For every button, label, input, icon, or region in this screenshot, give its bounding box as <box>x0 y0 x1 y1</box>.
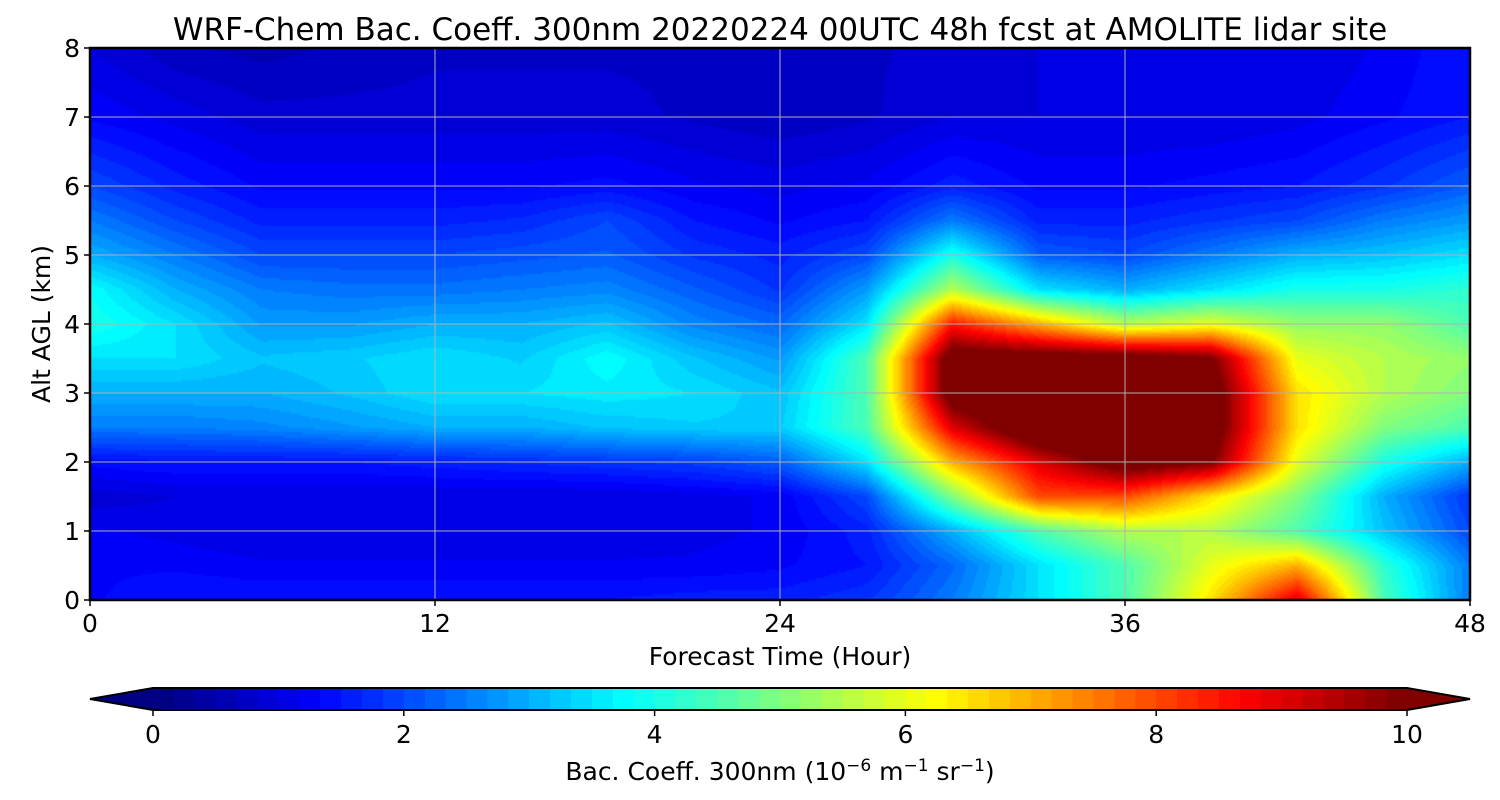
plot-area <box>88 46 1472 602</box>
y-axis: 0 1 2 3 4 5 6 7 8 <box>64 34 90 615</box>
colorbar-segment <box>299 688 321 710</box>
colorbar-segment <box>1093 688 1115 710</box>
colorbar-tick-label: 0 <box>145 720 161 749</box>
colorbar-segment <box>989 688 1011 710</box>
colorbar-segment <box>612 688 635 710</box>
colorbar-segment <box>508 688 530 710</box>
colorbar-segment <box>236 688 259 710</box>
y-tick-label: 8 <box>64 34 80 63</box>
colorbar-segment <box>382 688 405 710</box>
colorbar-tick-label: 4 <box>647 720 663 749</box>
gridlines <box>90 48 1470 600</box>
x-tick-label: 24 <box>764 609 796 638</box>
colorbar-segment <box>1030 688 1053 710</box>
y-tick-label: 7 <box>64 103 80 132</box>
colorbar-tick-label: 10 <box>1391 720 1423 749</box>
colorbar-extend-min <box>90 688 153 710</box>
colorbar-segment <box>487 688 509 710</box>
x-tick-label: 36 <box>1109 609 1141 638</box>
x-axis: 0 12 24 36 48 <box>82 600 1486 638</box>
colorbar-segment <box>905 688 927 710</box>
colorbar-segment <box>800 688 823 710</box>
colorbar-segment <box>424 688 447 710</box>
x-tick-label: 48 <box>1454 609 1486 638</box>
colorbar-segment <box>1281 688 1304 710</box>
colorbar-segment <box>926 688 948 710</box>
colorbar-segment <box>215 688 238 710</box>
colorbar-segment <box>1051 688 1074 710</box>
colorbar-segment <box>696 688 718 710</box>
colorbar-tick-label: 8 <box>1148 720 1164 749</box>
colorbar-segment <box>968 688 990 710</box>
y-axis-label: Alt AGL (km) <box>27 245 56 403</box>
colorbar-segment <box>591 688 614 710</box>
colorbar-segment <box>1072 688 1095 710</box>
colorbar: 0 2 4 6 8 10 Bac. Coeff. 300nm (10−6 m−1 sr−1… <box>89 687 1471 786</box>
colorbar-segment <box>278 688 300 710</box>
colorbar-tick-label: 6 <box>897 720 913 749</box>
colorbar-segment <box>257 688 279 710</box>
x-tick-label: 12 <box>419 609 451 638</box>
colorbar-segment <box>1323 688 1345 710</box>
colorbar-segment <box>1365 688 1387 710</box>
colorbar-segment <box>1239 688 1262 710</box>
colorbar-segment <box>633 688 656 710</box>
colorbar-segment <box>529 688 551 710</box>
colorbar-segment <box>1344 688 1366 710</box>
colorbar-segment <box>947 688 969 710</box>
colorbar-segment <box>571 688 593 710</box>
colorbar-segment <box>1386 688 1408 710</box>
colorbar-segment <box>675 688 697 710</box>
y-tick-label: 1 <box>64 517 80 546</box>
colorbar-segment <box>1302 688 1324 710</box>
colorbar-segment <box>842 688 865 710</box>
colorbar-segment <box>654 688 677 710</box>
colorbar-segment <box>1156 688 1178 710</box>
y-tick-label: 0 <box>64 586 80 615</box>
colorbar-segment <box>1135 688 1157 710</box>
colorbar-segment <box>1198 688 1220 710</box>
colorbar-segment <box>1177 688 1199 710</box>
colorbar-segment <box>153 688 175 710</box>
colorbar-segment <box>863 688 886 710</box>
colorbar-segment <box>759 688 781 710</box>
chart-title: WRF-Chem Bac. Coeff. 300nm 20220224 00UT… <box>173 12 1387 48</box>
colorbar-segment <box>884 688 906 710</box>
colorbar-segments <box>153 688 1408 710</box>
colorbar-ticks: 0 2 4 6 8 10 <box>145 710 1423 749</box>
colorbar-segment <box>320 688 342 710</box>
y-tick-label: 5 <box>64 241 80 270</box>
colorbar-segment <box>550 688 572 710</box>
x-tick-label: 0 <box>82 609 98 638</box>
colorbar-label: Bac. Coeff. 300nm (10−6 m−1 sr−1) <box>565 756 994 786</box>
colorbar-segment <box>1260 688 1283 710</box>
colorbar-segment <box>445 688 468 710</box>
colorbar-segment <box>780 688 802 710</box>
colorbar-segment <box>341 688 363 710</box>
colorbar-segment <box>466 688 488 710</box>
colorbar-segment <box>1114 688 1136 710</box>
y-tick-label: 6 <box>64 172 80 201</box>
y-tick-label: 4 <box>64 310 80 339</box>
colorbar-tick-label: 2 <box>396 720 412 749</box>
colorbar-segment <box>362 688 384 710</box>
colorbar-segment <box>738 688 760 710</box>
colorbar-segment <box>717 688 739 710</box>
colorbar-segment <box>821 688 844 710</box>
colorbar-segment <box>403 688 426 710</box>
y-tick-label: 2 <box>64 448 80 477</box>
colorbar-extend-max <box>1407 688 1470 710</box>
x-axis-label: Forecast Time (Hour) <box>649 642 912 671</box>
colorbar-segment <box>1009 688 1032 710</box>
y-tick-label: 3 <box>64 379 80 408</box>
colorbar-segment <box>173 688 196 710</box>
colorbar-segment <box>1218 688 1241 710</box>
colorbar-segment <box>194 688 217 710</box>
